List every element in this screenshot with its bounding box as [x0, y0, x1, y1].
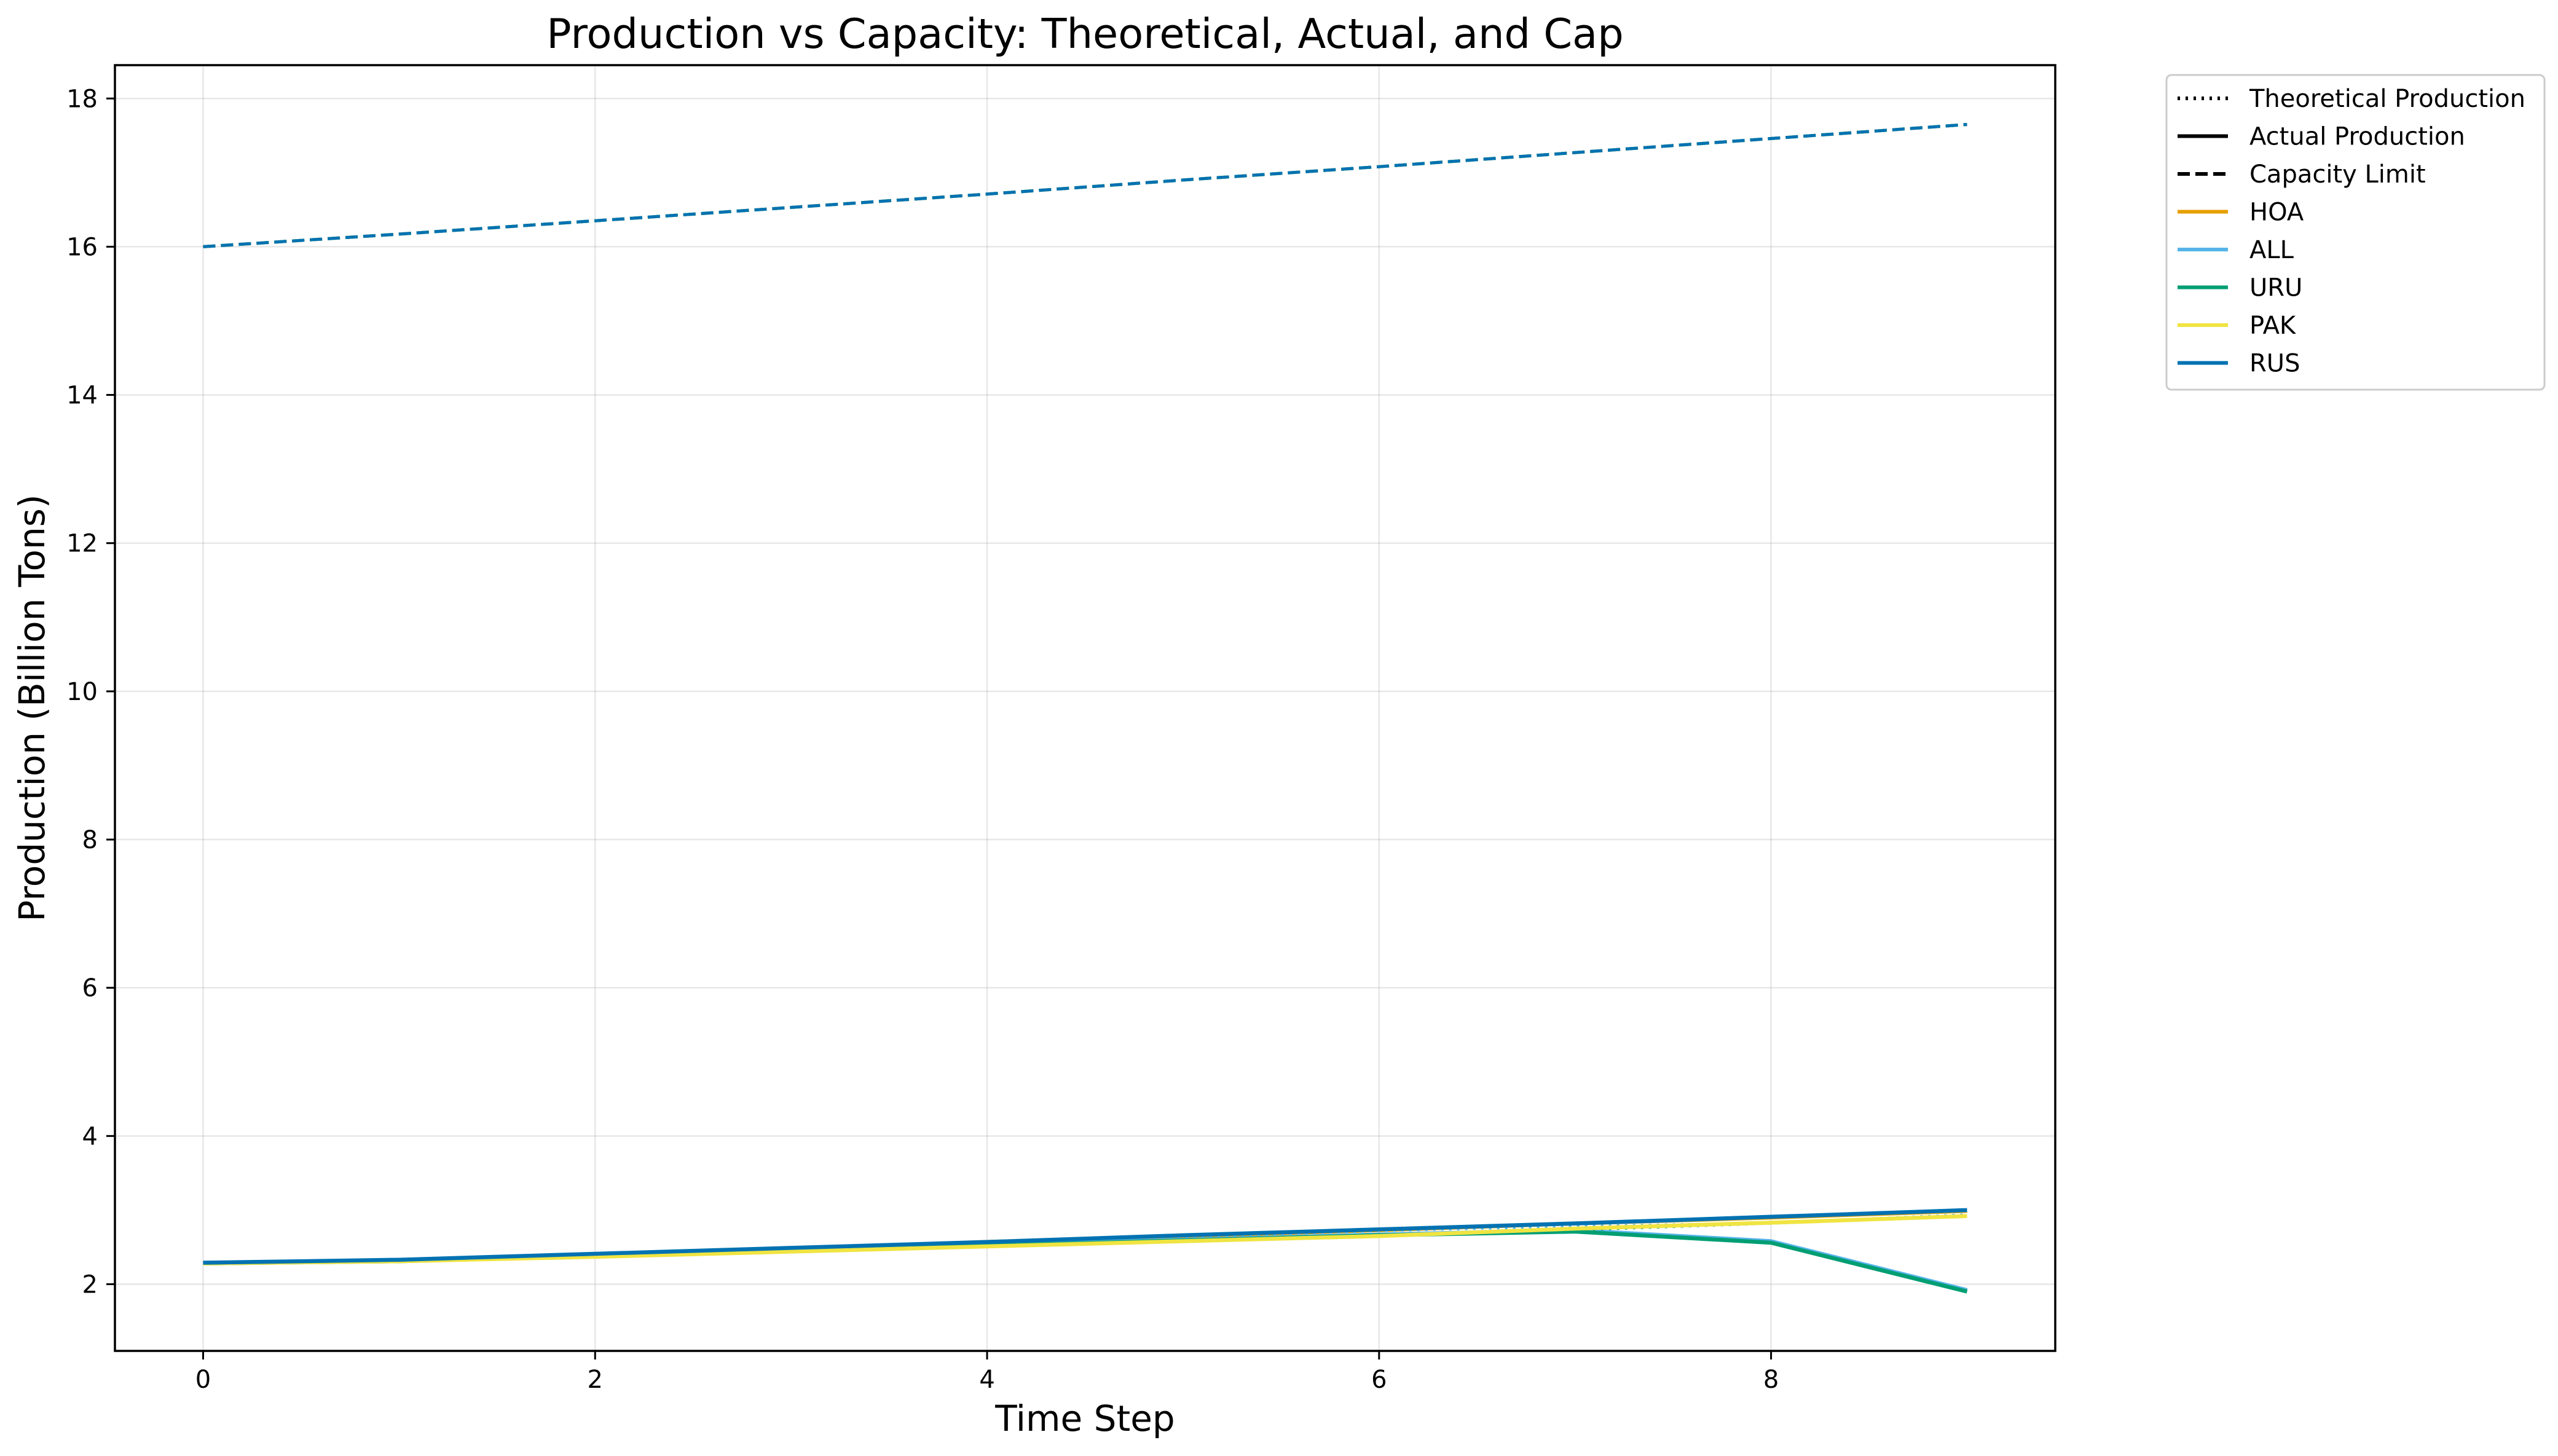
chart-title: Production vs Capacity: Theoretical, Act…: [546, 10, 1624, 58]
plot-frame: [114, 64, 2056, 1352]
y-tick-label: 6: [82, 974, 98, 1002]
y-tick-label: 4: [82, 1122, 98, 1151]
legend-label-series-uru: URU: [2249, 274, 2302, 302]
grid: [115, 65, 2055, 1351]
legend-label-style-solid: Actual Production: [2249, 123, 2465, 151]
x-tick-label: 0: [195, 1366, 211, 1394]
legend-label-series-hoa: HOA: [2249, 199, 2304, 227]
y-tick-label: 18: [66, 85, 98, 113]
legend-label-series-rus: RUS: [2249, 350, 2300, 378]
x-tick-label: 4: [979, 1366, 994, 1394]
axes: 0 2 4 6 8 2 4 6 8 10 12 14 16 18: [66, 85, 1779, 1394]
legend-label-series-all: ALL: [2249, 236, 2294, 264]
legend-box: [2165, 74, 2546, 391]
y-tick-label: 14: [66, 382, 98, 410]
actual-line-rus: [203, 1208, 1967, 1265]
legend-label-series-pak: PAK: [2249, 312, 2297, 340]
y-tick-label: 2: [82, 1270, 98, 1299]
x-tick-label: 2: [588, 1366, 603, 1394]
x-axis-label: Time Step: [994, 1398, 1175, 1439]
x-tick-label: 8: [1763, 1366, 1779, 1394]
legend: Theoretical Production Actual Production C…: [2165, 74, 2546, 391]
series-layer: [203, 123, 1968, 1294]
actual-line-pak: [203, 1214, 1967, 1265]
y-tick-label: 10: [66, 678, 98, 706]
legend-label-style-dashed: Capacity Limit: [2249, 160, 2426, 189]
legend-label-style-dotted: Theoretical Production: [2249, 85, 2525, 113]
y-axis-label: Production (Billion Tons): [11, 494, 53, 921]
y-tick-label: 16: [66, 233, 98, 261]
x-tick-label: 6: [1371, 1366, 1387, 1394]
y-tick-label: 8: [82, 826, 98, 854]
capacity-line-rus: [203, 123, 1967, 248]
y-tick-label: 12: [66, 530, 98, 558]
